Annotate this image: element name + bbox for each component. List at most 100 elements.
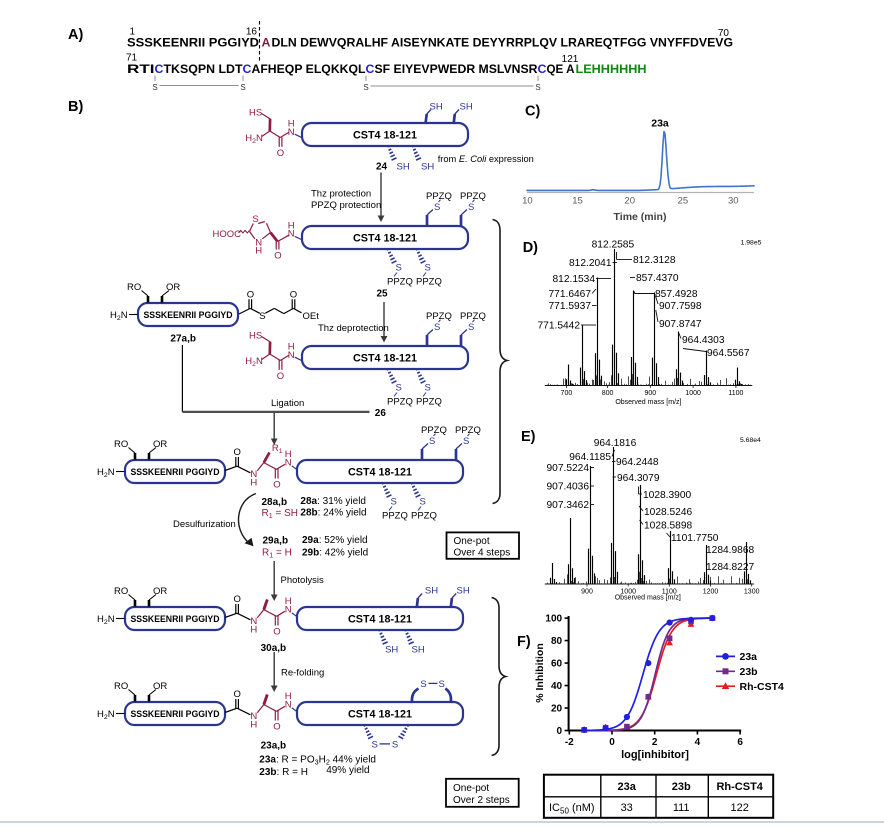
svg-text:R1​ = H: R1​ = H (262, 548, 292, 560)
svg-text:49% yield: 49% yield (326, 765, 369, 776)
svg-text:CST4 18-121: CST4 18-121 (353, 353, 417, 365)
svg-text:907.4036: 907.4036 (547, 482, 590, 493)
svg-text:1028.3900: 1028.3900 (643, 490, 691, 501)
svg-text:S: S (429, 436, 435, 447)
svg-text:log[inhibitor]: log[inhibitor] (621, 749, 689, 761)
svg-text:PPZQ: PPZQ (382, 511, 408, 522)
svg-text:0: 0 (557, 726, 563, 737)
svg-text:PPZQ: PPZQ (460, 191, 486, 202)
svg-text:Ligation: Ligation (271, 398, 304, 409)
svg-text:Over 2 steps: Over 2 steps (453, 795, 510, 806)
svg-text:S: S (425, 263, 431, 274)
svg-text:S: S (396, 383, 402, 394)
svg-text:H: H (250, 720, 257, 731)
svg-text:1284.9868: 1284.9868 (706, 545, 754, 556)
svg-text:PPZQ: PPZQ (387, 277, 413, 288)
svg-text:964.1185: 964.1185 (569, 452, 611, 463)
svg-text:C: C (243, 62, 252, 76)
svg-text:SH: SH (385, 645, 398, 656)
svg-text:S: S (463, 436, 469, 447)
svg-text:S: S (372, 740, 378, 751)
svg-text:N: N (288, 350, 295, 361)
svg-text:25: 25 (377, 289, 389, 300)
svg-text:CST4 18-121: CST4 18-121 (348, 709, 412, 721)
svg-text:812.2041: 812.2041 (569, 258, 612, 269)
svg-text:RO: RO (127, 282, 141, 293)
svg-text:111: 111 (673, 802, 690, 814)
svg-text:Time (min): Time (min) (614, 211, 667, 223)
svg-text:O: O (277, 371, 284, 382)
svg-text:QE A: QE A (547, 62, 575, 76)
svg-text:PPZQ: PPZQ (387, 397, 413, 408)
svg-text:S: S (434, 322, 440, 333)
svg-text:Thz protection: Thz protection (311, 189, 371, 200)
svg-text:S: S (468, 322, 474, 333)
svg-text:OEt: OEt (303, 311, 320, 322)
svg-text:60: 60 (551, 659, 563, 670)
svg-text:C: C (155, 62, 164, 76)
svg-text:F): F) (517, 634, 531, 650)
svg-text:S: S (425, 383, 431, 394)
svg-text:Rh-CST4: Rh-CST4 (740, 681, 784, 693)
svg-text:857.4928: 857.4928 (655, 289, 698, 300)
svg-text:964.1816: 964.1816 (594, 438, 637, 449)
svg-text:LEHHHHHH: LEHHHHHH (576, 62, 647, 76)
svg-text:SH: SH (460, 101, 473, 112)
svg-text:N: N (288, 127, 295, 138)
svg-text:771.5937: 771.5937 (549, 301, 592, 312)
svg-text:O: O (273, 480, 280, 491)
svg-text:PPZQ: PPZQ (426, 311, 452, 322)
svg-text:33: 33 (621, 802, 633, 814)
svg-text:N: N (288, 229, 295, 240)
svg-text:S: S (468, 202, 474, 213)
svg-text:IC50 (nM): IC50 (nM) (549, 802, 595, 816)
svg-text:964.4303: 964.4303 (682, 335, 725, 346)
svg-text:28b: 24% yield: 28b: 24% yield (300, 508, 366, 519)
svg-text:SH: SH (457, 585, 470, 596)
svg-text:A): A) (68, 27, 83, 43)
svg-text:R1​ = SH: R1​ = SH (262, 508, 299, 520)
svg-text:% Inhibition: % Inhibition (534, 643, 546, 703)
svg-text:C: C (366, 62, 375, 76)
svg-text:23b: R = H: 23b: R = H (259, 767, 308, 778)
svg-text:30a,b: 30a,b (261, 643, 287, 654)
svg-text:80: 80 (551, 636, 563, 647)
svg-text:4: 4 (695, 737, 701, 748)
svg-text:1101.7750: 1101.7750 (671, 533, 719, 544)
svg-text:S: S (535, 83, 540, 92)
svg-text:RO: RO (114, 681, 128, 692)
svg-text:RO: RO (114, 439, 128, 450)
svg-text:PPZQ: PPZQ (416, 397, 442, 408)
svg-text:A: A (262, 36, 271, 50)
svg-text:20: 20 (551, 704, 563, 715)
svg-text:29a: 52% yield: 29a: 52% yield (302, 535, 368, 546)
svg-text:S: S (391, 497, 397, 508)
svg-text:1028.5898: 1028.5898 (644, 521, 692, 532)
svg-text:23b: 23b (672, 781, 691, 793)
svg-text:S: S (259, 311, 265, 322)
svg-text:S: S (439, 679, 445, 690)
svg-text:Re-folding: Re-folding (281, 668, 324, 679)
svg-text:23a: 23a (740, 651, 758, 663)
svg-text:CST4 18-121: CST4 18-121 (353, 130, 417, 142)
svg-text:1.98e5: 1.98e5 (741, 240, 762, 247)
svg-text:N: N (285, 605, 292, 616)
svg-text:O: O (234, 689, 241, 700)
svg-text:from E. Coli expression: from E. Coli expression (438, 154, 534, 164)
svg-text:1200: 1200 (703, 589, 719, 596)
svg-text:S: S (434, 202, 440, 213)
svg-text:CST4 18-121: CST4 18-121 (353, 233, 417, 245)
svg-text:S: S (252, 214, 258, 225)
svg-text:1284.8227: 1284.8227 (706, 562, 754, 573)
svg-text:H: H (255, 246, 262, 257)
svg-text:6: 6 (737, 737, 743, 748)
svg-text:N: N (285, 458, 292, 469)
svg-text:23a: 23a (618, 781, 637, 793)
svg-text:964.5567: 964.5567 (707, 348, 750, 359)
svg-text:20: 20 (624, 196, 635, 207)
svg-text:907.7598: 907.7598 (659, 301, 702, 312)
svg-text:800: 800 (602, 390, 614, 397)
svg-text:2: 2 (652, 737, 658, 748)
svg-text:PPZQ: PPZQ (411, 511, 437, 522)
svg-text:100: 100 (545, 614, 562, 625)
